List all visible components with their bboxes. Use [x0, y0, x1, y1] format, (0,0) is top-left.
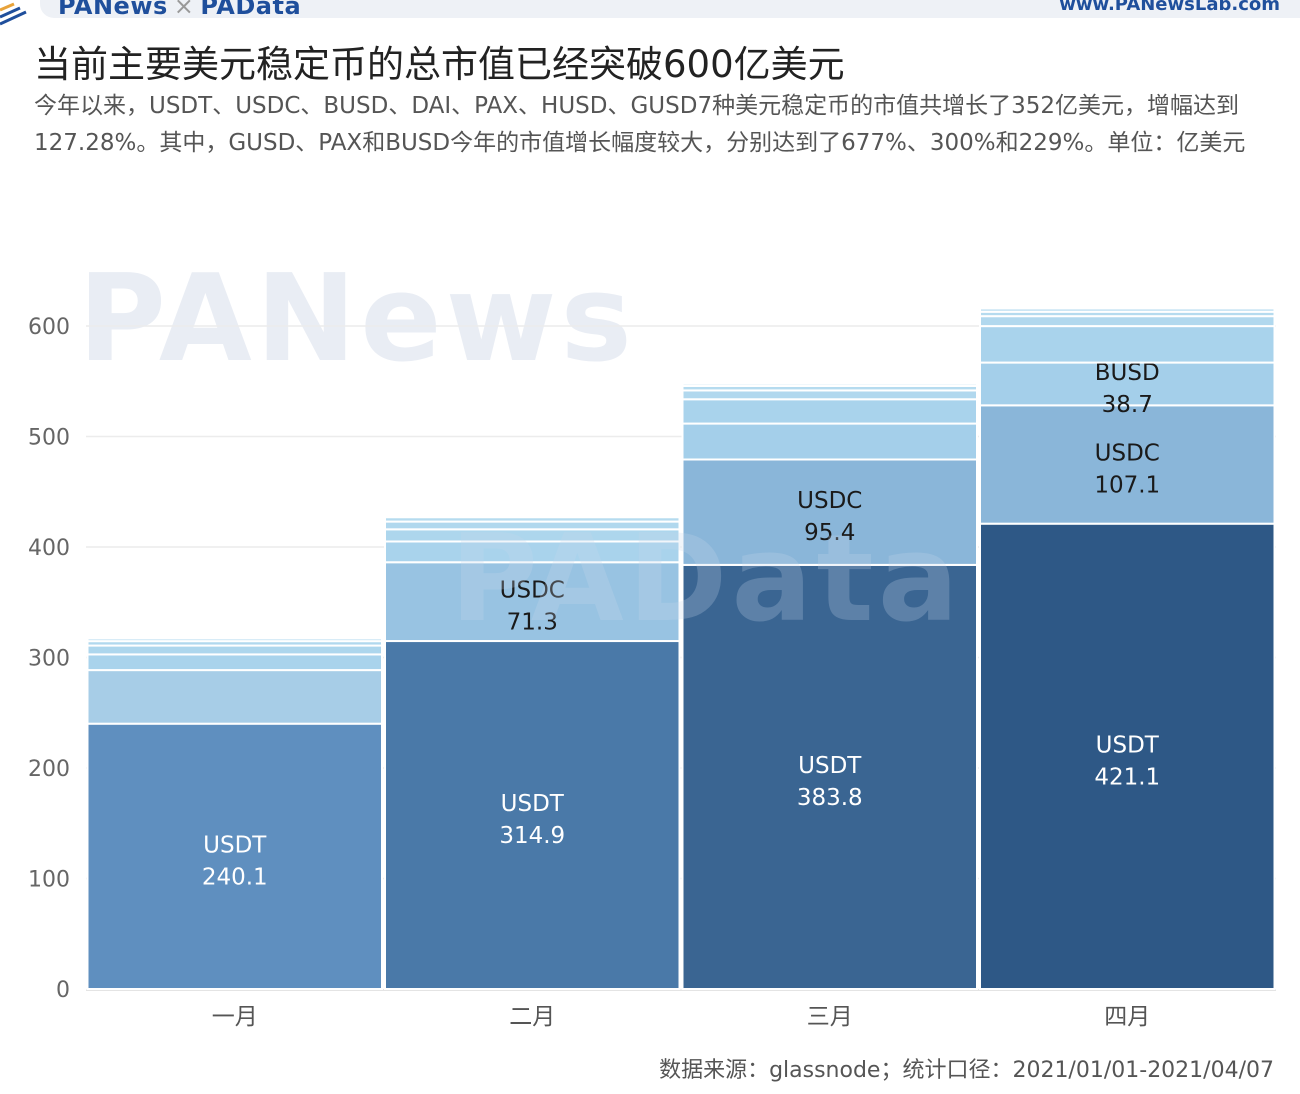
- bar-segment-busd: [979, 361, 1276, 407]
- bar-label-series: USDT: [501, 791, 565, 817]
- bar-segment-dai: [681, 398, 978, 425]
- brand-website: www.PANewsLab.com: [1059, 0, 1280, 15]
- x-tick-label: 二月: [509, 1004, 555, 1030]
- bar-segment-usdc: [681, 458, 978, 566]
- y-tick-label: 400: [28, 536, 70, 561]
- data-source-note: 数据来源：glassnode；统计口径：2021/01/01-2021/04/0…: [659, 1058, 1274, 1083]
- bar-segment-gusd: [979, 307, 1276, 313]
- bar-segment-gusd: [681, 382, 978, 388]
- bar-segment-usdc: [86, 669, 383, 725]
- brand-separator: ×: [173, 0, 195, 20]
- bar-segment-dai: [86, 644, 383, 656]
- bar-segment-dai: [384, 528, 681, 543]
- bar-segment-busd: [384, 540, 681, 564]
- brand-panews: PANews: [58, 0, 168, 20]
- x-tick-label: 四月: [1104, 1004, 1150, 1030]
- bar-label-value: 240.1: [202, 864, 268, 890]
- bar-label-series: USDT: [798, 753, 862, 779]
- y-tick-label: 100: [28, 868, 70, 893]
- bar-label-value: 383.8: [797, 785, 863, 811]
- y-tick-label: 300: [28, 647, 70, 672]
- bar-label-value: 38.7: [1102, 392, 1153, 418]
- y-tick-label: 600: [28, 315, 70, 340]
- bar-label-value: 107.1: [1094, 473, 1160, 499]
- bar-segment-busd: [681, 422, 978, 461]
- bar-label-series: USDC: [1095, 441, 1160, 467]
- brand-padata: PAData: [200, 0, 302, 20]
- bar-segment-usdc: [384, 561, 681, 643]
- bar-label-value: 71.3: [507, 610, 558, 636]
- bar-segment-usdt: [384, 640, 681, 991]
- bar-segment-usdt: [681, 563, 978, 990]
- bar-label-series: USDT: [203, 832, 267, 858]
- x-tick-label: 一月: [212, 1004, 258, 1030]
- chart-title: 当前主要美元稳定币的总市值已经突破600亿美元: [34, 43, 845, 86]
- bar-segment-pax: [979, 315, 1276, 328]
- bar-segment-gusd: [384, 515, 681, 519]
- bar-label-series: USDT: [1096, 732, 1160, 758]
- top-brand-bar: PANews × PAData www.PANewsLab.com: [0, 0, 1300, 26]
- brand-stripes-icon: [0, 2, 27, 26]
- bar-segment-pax: [384, 520, 681, 531]
- x-tick-label: 三月: [807, 1004, 853, 1030]
- y-tick-label: 200: [28, 757, 70, 782]
- y-tick-label: 500: [28, 426, 70, 451]
- bar-segment-dai: [979, 325, 1276, 364]
- brand-strip: [40, 0, 1300, 18]
- bar-label-series: BUSD: [1095, 360, 1160, 386]
- y-tick-label: 0: [56, 978, 70, 1003]
- bar-segment-usdt: [86, 722, 383, 990]
- bar-label-value: 95.4: [804, 520, 855, 546]
- chart-subtitle: 今年以来，USDT、USDC、BUSD、DAI、PAX、HUSD、GUSD7种美…: [34, 93, 1246, 156]
- bar-segment-usdt: [979, 522, 1276, 990]
- bar-label-value: 421.1: [1094, 764, 1160, 790]
- bar-label-series: USDC: [797, 488, 862, 514]
- bar-segment-busd: [86, 653, 383, 672]
- bar-segment-usdc: [979, 404, 1276, 525]
- bar-label-series: USDC: [500, 578, 565, 604]
- brand-logos: PANews × PAData: [58, 0, 301, 20]
- bar-label-value: 314.9: [499, 823, 565, 849]
- bar-segment-pax: [681, 389, 978, 401]
